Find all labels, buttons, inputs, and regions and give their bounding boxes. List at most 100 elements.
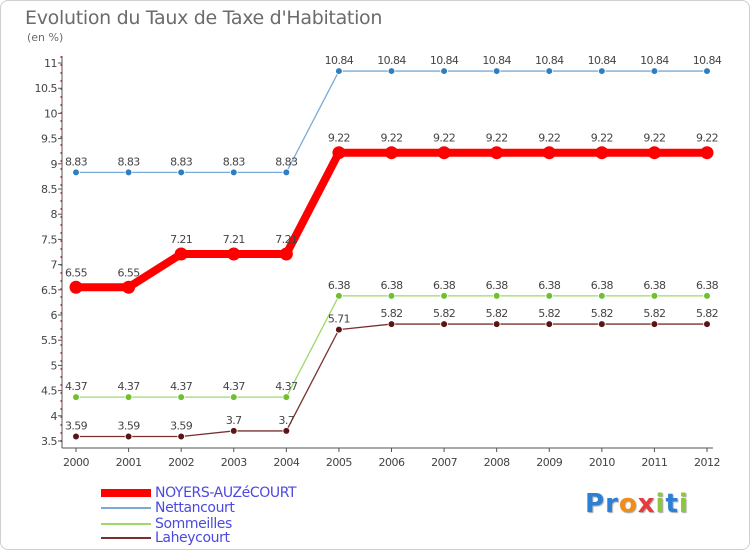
data-label: 6.38 [486,279,509,292]
data-point [595,146,609,160]
data-point [542,146,556,160]
data-label: 7.21 [170,233,192,246]
data-label: 9.22 [696,132,718,145]
data-point [174,247,188,261]
x-tick-label: 2002 [168,456,194,469]
data-label: 3.59 [170,419,193,432]
y-tick-label: 10 [44,107,57,120]
data-label: 3.7 [226,414,242,427]
data-label: 4.37 [170,380,193,393]
chart-title: Evolution du Taux de Taxe d'Habitation [25,7,383,29]
legend-item: Laheycourt [101,531,230,545]
data-label: 5.71 [328,313,350,326]
data-label: 10.84 [482,54,511,67]
logo-letter: r [605,489,619,519]
logo-letter: t [665,489,679,519]
x-tick-label: 2005 [326,456,352,469]
data-point [229,427,238,435]
x-tick-label: 2007 [431,456,457,469]
data-label: 9.22 [591,132,613,145]
x-tick-label: 2008 [484,456,510,469]
data-label: 3.59 [65,419,88,432]
data-point [69,280,83,294]
logo-letter: i [655,489,666,519]
data-point [440,320,448,328]
data-point [650,67,659,75]
y-tick-label: 5.5 [41,334,57,347]
data-label: 4.37 [118,380,141,393]
data-point [72,393,80,401]
data-label: 6.38 [643,279,666,292]
data-label: 8.83 [223,155,246,168]
legend-swatch [101,537,151,539]
y-tick-label: 11 [44,57,57,70]
y-tick-label: 8 [51,208,58,221]
y-tick-label: 10.5 [35,82,58,95]
data-point [229,168,238,177]
data-label: 9.22 [380,132,402,145]
data-label: 4.37 [65,380,88,393]
x-tick-label: 2011 [641,456,667,469]
data-label: 10.84 [377,54,406,67]
y-tick-label: 9 [51,158,58,171]
data-point [598,67,606,75]
data-label: 6.38 [538,279,561,292]
data-label: 4.37 [223,380,246,393]
y-tick-label: 4 [51,410,58,423]
data-label: 10.84 [325,54,354,67]
data-point [72,168,80,177]
data-label: 6.38 [591,279,614,292]
data-point [650,292,659,300]
data-point [335,292,343,300]
data-point [124,432,133,441]
data-point [490,146,504,160]
legend-item: NOYERS-AUZéCOURT [101,486,297,500]
data-label: 10.84 [640,54,669,67]
x-tick-label: 2010 [589,456,615,469]
data-point [598,292,606,300]
data-point [703,320,711,328]
data-point [335,325,343,334]
data-label: 5.82 [380,307,402,320]
legend-label: Laheycourt [155,530,230,546]
y-tick-label: 3.5 [41,435,57,448]
data-label: 9.22 [538,132,560,145]
data-label: 5.82 [696,307,718,320]
x-tick-label: 2009 [536,456,562,469]
y-tick-label: 7.5 [41,233,57,246]
proxiti-logo: Proxiti [585,489,689,519]
data-label: 3.7 [278,414,294,427]
data-label: 6.55 [118,266,141,279]
data-point [437,146,451,160]
data-point [332,146,346,160]
data-point [492,292,501,300]
legend-item: Nettancourt [101,501,235,515]
data-point [387,320,396,328]
data-label: 9.22 [433,132,455,145]
y-tick-label: 4.5 [41,385,57,398]
data-label: 6.38 [696,279,719,292]
x-tick-label: 2006 [379,456,405,469]
data-point [385,146,398,160]
x-tick-label: 2000 [63,456,89,469]
data-point [282,168,291,177]
y-tick-label: 6.5 [41,284,57,297]
data-point [72,432,80,441]
data-label: 6.38 [433,279,456,292]
data-point [335,67,343,75]
logo-letter: i [678,489,689,519]
data-point [279,247,293,261]
data-point [647,146,661,160]
data-point [282,427,291,435]
chart-unit: (en %) [27,31,64,44]
data-label: 5.82 [486,307,508,320]
x-tick-label: 2012 [694,456,720,469]
data-point [282,393,291,401]
data-point [492,67,501,75]
data-label: 9.22 [328,132,350,145]
data-point [387,292,396,300]
data-label: 7.21 [275,233,297,246]
data-label: 6.38 [328,279,351,292]
data-point [177,393,185,401]
